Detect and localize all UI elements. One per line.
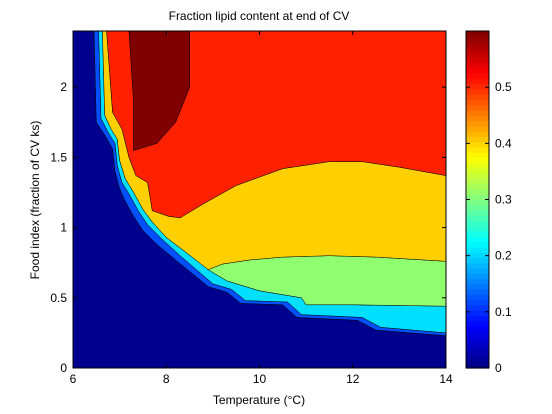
contour-fills <box>73 31 446 368</box>
x-axis-label: Temperature (°C) <box>213 393 305 407</box>
x-tick-label: 14 <box>439 372 453 386</box>
colorbar-swatch <box>466 257 489 264</box>
colorbar-swatch <box>466 109 489 116</box>
colorbar-swatch <box>466 83 489 90</box>
colorbar-tick-label: 0.2 <box>495 249 512 263</box>
y-tick-label: 0.5 <box>50 291 67 305</box>
colorbar-tick-label: 0.1 <box>495 305 512 319</box>
colorbar-swatch <box>466 88 489 95</box>
colorbar-swatch <box>466 141 489 148</box>
x-axis: 6 8 10 12 14 <box>70 31 453 386</box>
colorbar-swatch <box>466 131 489 137</box>
colorbar-swatch <box>466 262 489 269</box>
colorbar-swatch <box>466 273 489 280</box>
colorbar-swatch <box>466 336 489 343</box>
colorbar-swatch <box>466 31 489 37</box>
colorbar-swatch <box>466 146 489 153</box>
colorbar-swatch <box>466 315 489 322</box>
colorbar-swatch <box>466 352 489 359</box>
colorbar-swatch <box>466 115 489 122</box>
colorbar-swatch <box>466 304 489 311</box>
colorbar-swatch <box>466 73 489 79</box>
colorbar-swatch <box>466 199 489 206</box>
colorbar-swatch <box>466 294 489 301</box>
colorbar-swatch <box>466 215 489 222</box>
colorbar-swatch <box>466 283 489 290</box>
colorbar-swatch <box>466 99 489 106</box>
colorbar-swatch <box>466 167 489 174</box>
colorbar-tick-label: 0 <box>495 361 502 375</box>
colorbar-swatch <box>466 157 489 164</box>
colorbar-swatch <box>466 194 489 201</box>
y-tick-label: 1 <box>60 221 67 235</box>
colorbar-swatch <box>466 241 489 248</box>
colorbar-swatch <box>466 162 489 169</box>
colorbar-swatch <box>466 231 489 237</box>
colorbar-swatch <box>466 36 489 43</box>
colorbar-swatch <box>466 357 489 364</box>
x-tick-label: 10 <box>253 372 267 386</box>
colorbar-swatch <box>466 362 489 369</box>
colorbar-swatch <box>466 173 489 180</box>
colorbar-swatch <box>466 299 489 306</box>
colorbar-swatch <box>466 267 489 274</box>
x-tick-label: 6 <box>70 372 77 386</box>
colorbar-swatch <box>466 78 489 85</box>
x-tick-label: 12 <box>346 372 360 386</box>
colorbar-swatch <box>466 289 489 295</box>
colorbar-swatch <box>466 204 489 211</box>
y-axis-label: Food index (fraction of CV ks) <box>28 121 42 280</box>
colorbar-swatch <box>466 94 489 101</box>
colorbar-swatch <box>466 236 489 243</box>
colorbar-swatch <box>466 210 489 216</box>
colorbar-swatch <box>466 178 489 185</box>
colorbar-swatch <box>466 246 489 253</box>
colorbar-swatch <box>466 331 489 338</box>
colorbar-swatch <box>466 120 489 127</box>
contour-level-6 <box>128 31 190 151</box>
colorbar-swatch <box>466 62 489 69</box>
colorbar-swatch <box>466 152 489 158</box>
colorbar-swatch <box>466 278 489 285</box>
colorbar-swatch <box>466 57 489 64</box>
chart-title: Fraction lipid content at end of CV <box>169 9 350 23</box>
colorbar-swatch <box>466 183 489 190</box>
y-tick-label: 0 <box>60 361 67 375</box>
colorbar-swatch <box>466 188 489 195</box>
colorbar-swatch <box>466 52 489 58</box>
colorbar-swatch <box>466 310 489 316</box>
colorbar: 0 0.1 0.2 0.3 0.4 0.5 <box>465 30 512 375</box>
y-tick-label: 1.5 <box>50 150 67 164</box>
colorbar-swatch <box>466 41 489 48</box>
x-tick-label: 8 <box>163 372 170 386</box>
colorbar-swatch <box>466 346 489 353</box>
colorbar-swatch <box>466 252 489 259</box>
colorbar-swatch <box>466 341 489 348</box>
colorbar-swatch <box>466 125 489 132</box>
colorbar-swatch <box>466 320 489 327</box>
colorbar-swatch <box>466 220 489 227</box>
y-axis: 0 0.5 1 1.5 2 <box>50 80 446 375</box>
colorbar-swatch <box>466 325 489 332</box>
colorbar-swatch <box>466 46 489 53</box>
colorbar-swatch <box>466 225 489 232</box>
colorbar-swatch <box>466 136 489 143</box>
colorbar-tick-label: 0.3 <box>495 193 512 207</box>
colorbar-tick-label: 0.5 <box>495 80 512 94</box>
colorbar-swatch <box>466 67 489 74</box>
colorbar-swatch <box>466 104 489 111</box>
y-tick-label: 2 <box>60 80 67 94</box>
colorbar-tick-label: 0.4 <box>495 136 512 150</box>
